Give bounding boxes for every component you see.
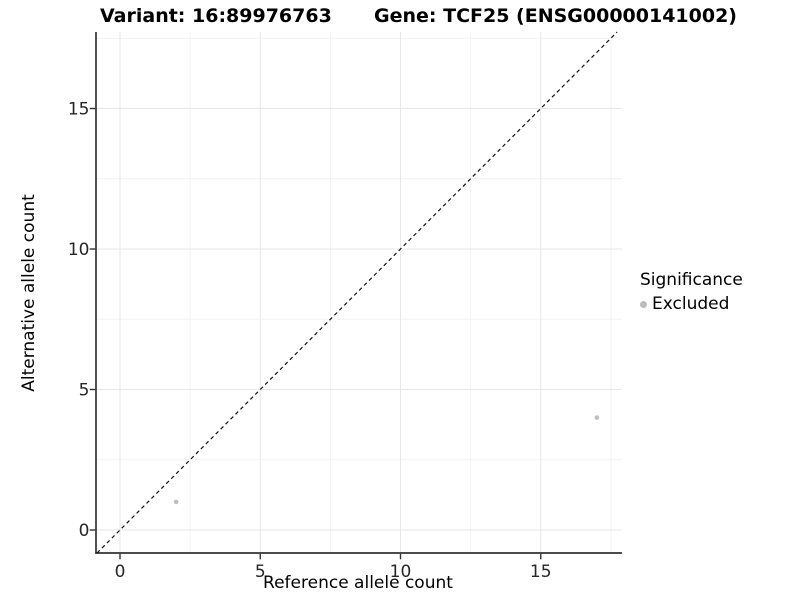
x-tick-label: 10 [390,562,412,582]
x-tick-label: 0 [115,562,126,582]
x-tick-label: 5 [255,562,266,582]
x-axis-title: Reference allele count [263,573,453,593]
legend: Significance Excluded [640,270,743,314]
y-tick-label: 0 [79,521,90,541]
gene-title: Gene: TCF25 (ENSG00000141002) [374,5,737,27]
y-tick-label: 10 [68,240,90,260]
legend-entry-label: Excluded [652,294,730,314]
legend-entry-excluded: Excluded [640,294,743,314]
legend-title: Significance [640,270,743,290]
variant-title: Variant: 16:89976763 [100,5,332,27]
data-point [594,415,600,420]
data-point [173,499,179,505]
y-tick-label: 15 [68,100,90,120]
excluded-dot-icon [640,300,647,308]
x-tick-label: 15 [530,562,552,582]
y-tick-label: 5 [79,381,90,401]
y-axis-title: Alternative allele count [19,194,39,392]
identity-line [96,31,618,554]
